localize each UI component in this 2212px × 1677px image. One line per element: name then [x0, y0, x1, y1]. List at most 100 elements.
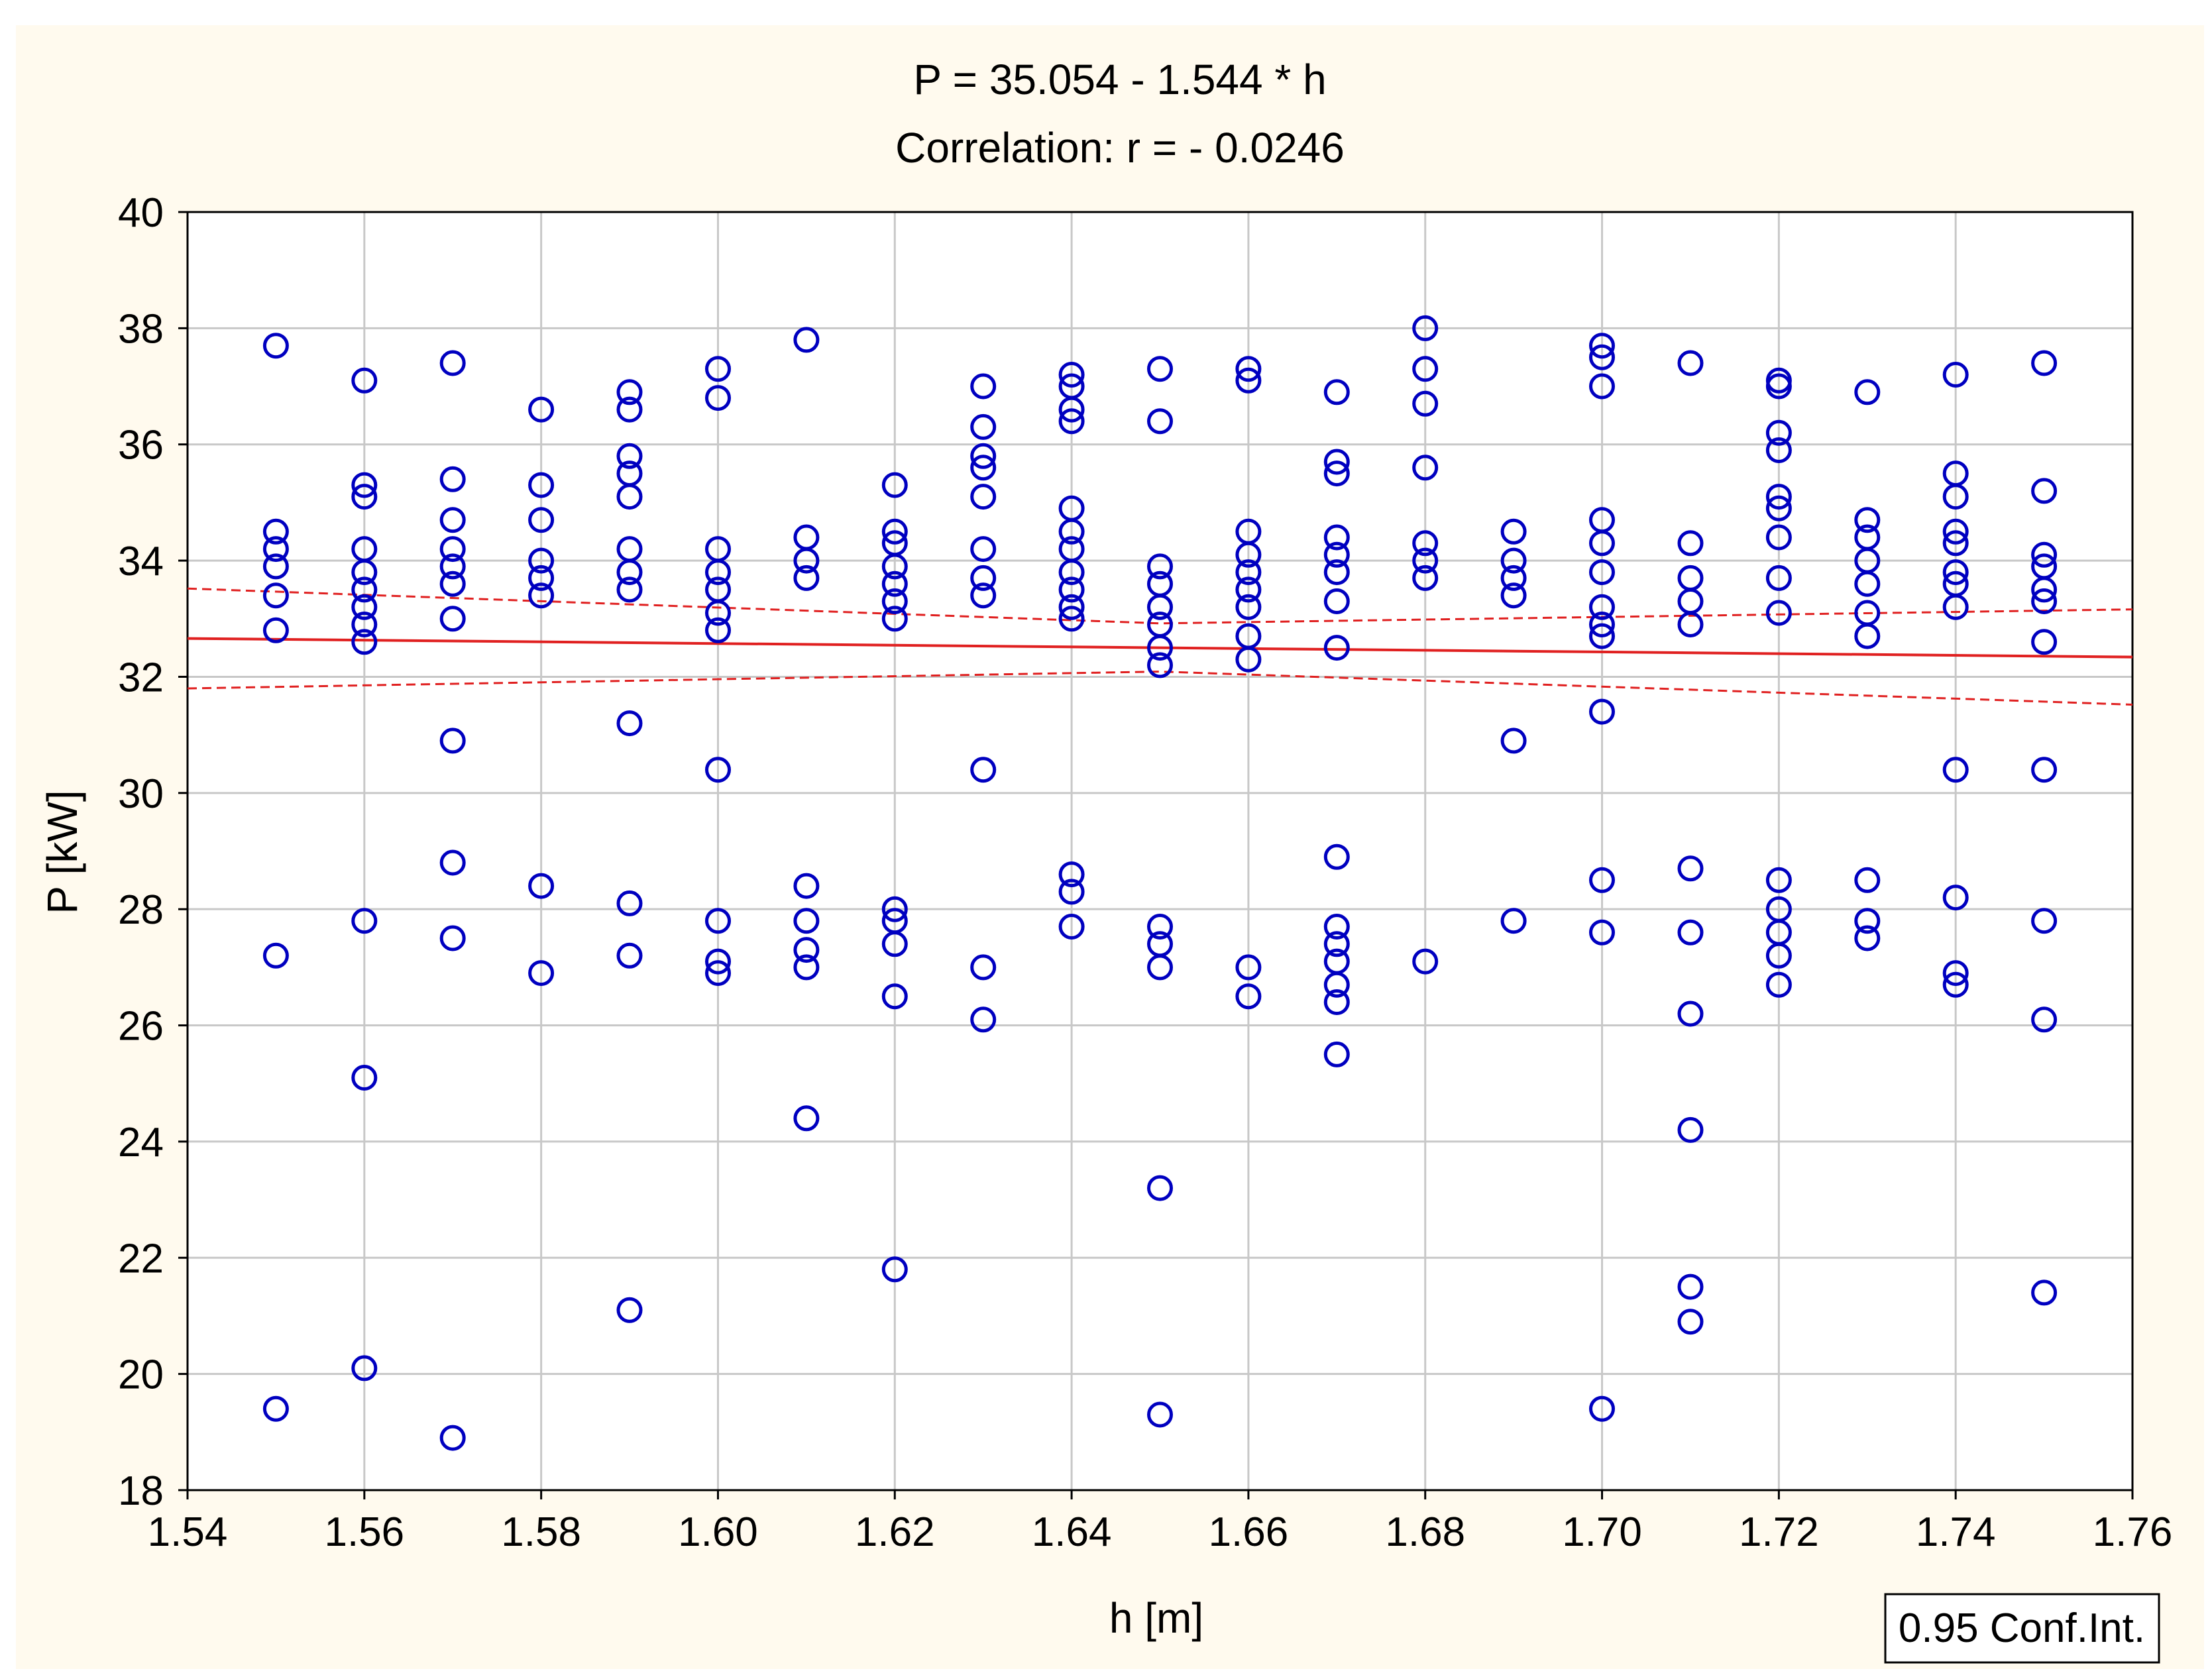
- data-point: [1058, 879, 1085, 905]
- data-point: [881, 472, 908, 498]
- data-point: [1323, 449, 1350, 475]
- regression-line: [187, 637, 2133, 659]
- data-point: [793, 565, 820, 591]
- data-point: [528, 547, 555, 574]
- data-point: [1323, 1041, 1350, 1067]
- data-point: [2031, 478, 2058, 504]
- data-point: [1765, 867, 1792, 893]
- data-point: [1677, 1001, 1704, 1027]
- data-point: [351, 594, 378, 620]
- data-point: [705, 385, 731, 411]
- data-point: [351, 1355, 378, 1381]
- legend-box: [1884, 1593, 2160, 1664]
- data-point: [262, 617, 289, 643]
- data-point: [1235, 356, 1262, 382]
- data-point: [1677, 855, 1704, 882]
- data-point: [439, 350, 466, 376]
- data-point: [1147, 553, 1173, 580]
- x-tick-label: 1.54: [148, 1509, 228, 1555]
- data-point: [616, 710, 643, 737]
- x-tick-label: 1.64: [1032, 1509, 1112, 1555]
- data-point: [1942, 594, 1969, 620]
- data-point: [1677, 612, 1704, 637]
- data-point: [1058, 606, 1085, 632]
- data-point: [1058, 362, 1085, 388]
- data-point: [2031, 1279, 2058, 1306]
- y-tick-label: 34: [118, 539, 164, 584]
- data-point: [351, 629, 378, 655]
- data-point: [1147, 652, 1173, 678]
- data-point: [262, 333, 289, 359]
- data-point: [1412, 547, 1439, 574]
- data-point: [1235, 576, 1262, 603]
- y-tick-label: 38: [118, 306, 164, 352]
- data-point: [1589, 559, 1615, 586]
- data-point: [1323, 379, 1350, 406]
- data-point: [528, 873, 555, 899]
- data-point: [1589, 698, 1615, 725]
- data-point: [1942, 757, 1969, 783]
- data-point: [262, 518, 289, 545]
- data-point: [1942, 362, 1969, 388]
- data-point: [2031, 757, 2058, 783]
- data-point: [970, 536, 997, 563]
- data-point: [1412, 455, 1439, 481]
- data-point: [1500, 908, 1527, 934]
- data-point: [1147, 1175, 1173, 1201]
- data-point: [881, 1256, 908, 1283]
- y-tick-label: 32: [118, 655, 164, 700]
- x-tick-label: 1.62: [855, 1509, 935, 1555]
- chart-subtitle: Correlation: r = - 0.0246: [895, 124, 1345, 172]
- data-point: [1058, 396, 1085, 423]
- data-point: [439, 507, 466, 533]
- data-point: [1589, 333, 1615, 359]
- data-point: [439, 606, 466, 632]
- data-point: [1058, 408, 1085, 435]
- data-point: [439, 728, 466, 754]
- data-point: [1147, 594, 1173, 620]
- data-point: [351, 908, 378, 934]
- data-point: [1323, 914, 1350, 940]
- data-point: [439, 536, 466, 563]
- data-point: [1677, 1116, 1704, 1143]
- data-point: [881, 983, 908, 1010]
- data-point: [1765, 484, 1792, 510]
- data-point: [2031, 541, 2058, 568]
- data-point: [1323, 843, 1350, 870]
- data-point: [1412, 356, 1439, 382]
- data-point: [881, 518, 908, 545]
- data-point: [1677, 1309, 1704, 1335]
- data-point: [1589, 373, 1615, 400]
- data-point: [528, 396, 555, 423]
- data-point: [1323, 588, 1350, 614]
- data-point: [439, 925, 466, 951]
- data-point: [1058, 518, 1085, 545]
- data-point: [705, 908, 731, 934]
- data-point: [793, 954, 820, 981]
- data-point: [1323, 989, 1350, 1015]
- data-point: [262, 582, 289, 609]
- data-point: [881, 553, 908, 580]
- data-point: [1589, 530, 1615, 557]
- data-point: [1323, 460, 1350, 487]
- confidence-upper-line: [187, 587, 2133, 625]
- y-axis-label: P [kW]: [38, 790, 86, 914]
- data-point: [262, 942, 289, 969]
- data-point: [1500, 582, 1527, 609]
- data-point: [1235, 646, 1262, 673]
- data-point: [262, 536, 289, 563]
- data-point: [970, 757, 997, 783]
- data-point: [1323, 931, 1350, 957]
- data-point: [262, 1395, 289, 1422]
- data-point: [616, 443, 643, 469]
- data-point: [351, 612, 378, 637]
- data-point: [1058, 559, 1085, 586]
- data-point: [970, 455, 997, 481]
- data-point: [1589, 1395, 1615, 1422]
- data-point: [616, 559, 643, 586]
- data-point: [616, 484, 643, 510]
- data-point: [1765, 524, 1792, 551]
- y-tick-label: 40: [118, 190, 164, 236]
- data-point: [881, 606, 908, 632]
- data-point: [1854, 379, 1881, 406]
